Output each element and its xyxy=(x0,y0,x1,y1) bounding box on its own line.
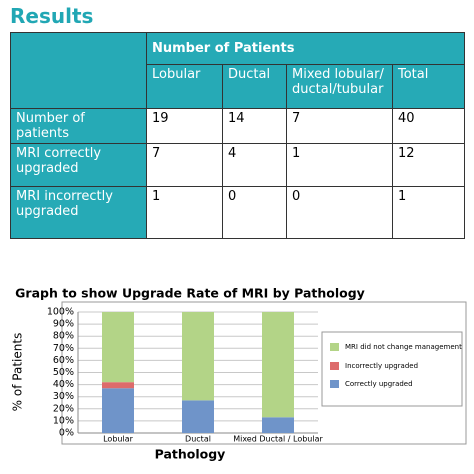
legend-swatch xyxy=(330,343,339,351)
cell: 1 xyxy=(146,186,223,239)
cell: 7 xyxy=(286,108,393,144)
y-axis-title: % of Patients xyxy=(11,333,25,412)
y-tick-label: 60% xyxy=(53,355,74,366)
chart-title: Graph to show Upgrade Rate of MRI by Pat… xyxy=(15,286,365,301)
y-tick-label: 10% xyxy=(53,415,74,426)
cell: 4 xyxy=(222,143,287,187)
cell: 14 xyxy=(222,108,287,144)
column-header: Lobular xyxy=(146,64,223,109)
y-tick-label: 90% xyxy=(53,319,74,330)
x-tick-label: Lobular xyxy=(103,435,133,444)
page-title: Results xyxy=(10,4,94,28)
x-axis-title: Pathology xyxy=(155,447,226,462)
cell: 1 xyxy=(286,143,393,187)
x-tick-label: Mixed Ductal / Lobular xyxy=(233,435,323,444)
cell: 12 xyxy=(392,143,465,187)
corner-cell xyxy=(10,32,147,109)
cell: 7 xyxy=(146,143,223,187)
results-table: Number of Patients Lobular Ductal Mixed lob… xyxy=(10,32,465,239)
group-header: Number of Patients xyxy=(146,32,465,65)
y-tick-label: 80% xyxy=(53,331,74,342)
cell: 0 xyxy=(222,186,287,239)
y-tick-label: 100% xyxy=(47,307,74,318)
y-tick-label: 20% xyxy=(53,403,74,414)
bar-segment xyxy=(102,382,134,389)
cell: 0 xyxy=(286,186,393,239)
y-tick-label: 50% xyxy=(53,367,74,378)
bar-segment xyxy=(102,312,134,383)
legend-label: Correctly upgraded xyxy=(345,380,413,388)
bar-segment xyxy=(102,388,134,433)
cell: 40 xyxy=(392,108,465,144)
legend-swatch xyxy=(330,362,339,370)
row-header: MRI correctly upgraded xyxy=(10,143,147,187)
bar-segment xyxy=(262,312,294,418)
row-header: Number of patients xyxy=(10,108,147,144)
column-header: Mixed lobular/ ductal/tubular xyxy=(286,64,393,109)
column-header: Ductal xyxy=(222,64,287,109)
cell: 19 xyxy=(146,108,223,144)
legend-label: Incorrectly upgraded xyxy=(345,362,418,370)
legend-swatch xyxy=(330,380,339,388)
y-tick-label: 40% xyxy=(53,379,74,390)
bar-segment xyxy=(182,312,214,401)
chart: Graph to show Upgrade Rate of MRI by Pat… xyxy=(11,286,467,462)
x-tick-label: Ductal xyxy=(185,435,211,444)
y-tick-label: 0% xyxy=(59,428,74,439)
y-tick-label: 70% xyxy=(53,343,74,354)
y-tick-label: 30% xyxy=(53,391,74,402)
row-header: MRI incorrectly upgraded xyxy=(10,186,147,239)
legend-label: MRI did not change management xyxy=(345,343,462,351)
column-header: Total xyxy=(392,64,465,109)
bar-segment xyxy=(262,417,294,433)
legend-box xyxy=(321,331,463,407)
cell: 1 xyxy=(392,186,465,239)
bar-segment xyxy=(182,400,214,433)
